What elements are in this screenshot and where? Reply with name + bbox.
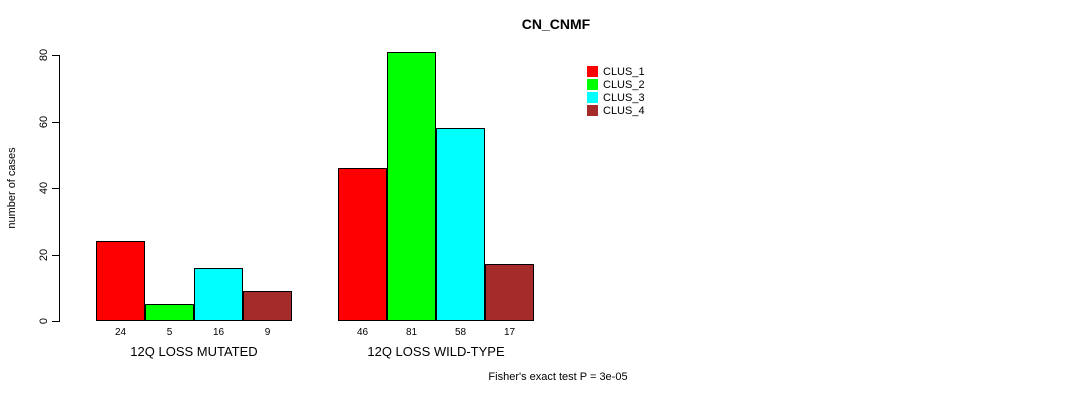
bar-clus-2-12q-loss-wild-type: [387, 52, 436, 321]
bar-clus-4-12q-loss-wild-type: [485, 264, 534, 321]
legend-swatch-clus-2: [587, 79, 598, 90]
bar-value-label-clus-2-12q-loss-wild-type: 81: [405, 327, 418, 338]
y-tick-label-20: 20: [38, 248, 50, 261]
bar-value-label-clus-1-12q-loss-mutated: 24: [114, 327, 127, 338]
bar-value-label-clus-4-12q-loss-wild-type: 17: [503, 327, 516, 338]
legend-item-clus-1: CLUS_1: [587, 65, 645, 78]
legend-item-clus-4: CLUS_4: [587, 104, 645, 117]
legend-swatch-clus-3: [587, 92, 598, 103]
bar-value-label-clus-4-12q-loss-mutated: 9: [264, 327, 271, 338]
y-tick-20: [52, 254, 59, 256]
y-tick-label-80: 80: [38, 48, 50, 62]
legend-label-clus-2: CLUS_2: [603, 78, 645, 91]
bar-value-label-clus-1-12q-loss-wild-type: 46: [356, 327, 369, 338]
bar-clus-2-12q-loss-mutated: [145, 304, 194, 321]
y-tick-80: [52, 55, 59, 56]
bar-clus-4-12q-loss-mutated: [243, 291, 292, 321]
chart-title: CN_CNMF: [521, 16, 591, 32]
footnote-text: Fisher's exact test P = 3e-05: [488, 371, 628, 383]
y-tick-label-40: 40: [38, 181, 50, 195]
legend-label-clus-3: CLUS_3: [603, 91, 645, 104]
legend-label-clus-1: CLUS_1: [603, 65, 645, 78]
legend-item-clus-2: CLUS_2: [587, 78, 645, 91]
group-label-12q-loss-wild-type: 12Q LOSS WILD-TYPE: [367, 344, 505, 359]
bar-clus-1-12q-loss-wild-type: [338, 168, 387, 321]
legend-swatch-clus-4: [587, 105, 598, 116]
y-tick-40: [52, 188, 59, 189]
y-axis-line: [59, 55, 60, 322]
y-tick-0: [52, 321, 59, 322]
bar-value-label-clus-3-12q-loss-mutated: 16: [212, 327, 225, 338]
legend-label-clus-4: CLUS_4: [603, 104, 645, 117]
group-label-12q-loss-mutated: 12Q LOSS MUTATED: [130, 344, 258, 359]
legend: CLUS_1 CLUS_2 CLUS_3 CLUS_4: [587, 65, 645, 117]
bar-clus-3-12q-loss-wild-type: [436, 128, 485, 321]
legend-swatch-clus-1: [587, 66, 598, 77]
bar-clus-3-12q-loss-mutated: [194, 268, 243, 321]
bar-clus-1-12q-loss-mutated: [96, 241, 145, 321]
y-tick-label-60: 60: [38, 115, 50, 128]
legend-item-clus-3: CLUS_3: [587, 91, 645, 104]
bar-value-label-clus-2-12q-loss-mutated: 5: [166, 327, 173, 338]
y-tick-label-0: 0: [38, 317, 50, 325]
y-axis-label: number of cases: [6, 147, 18, 229]
bar-value-label-clus-3-12q-loss-wild-type: 58: [454, 327, 467, 338]
y-tick-60: [52, 121, 59, 123]
